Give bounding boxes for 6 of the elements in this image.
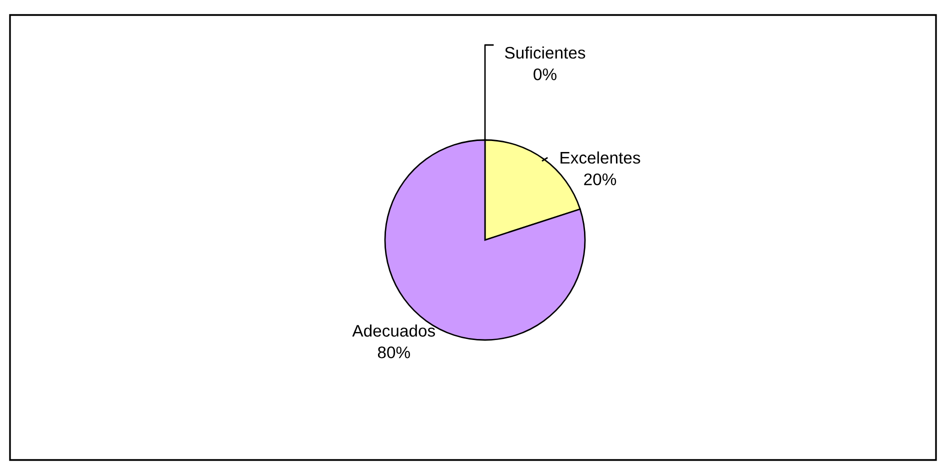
text: 0% — [534, 68, 556, 80]
slice-label: Excelentes — [560, 151, 640, 164]
slice-label: Adecuados — [352, 324, 435, 337]
category-label: Suficientes — [504, 46, 586, 59]
data-label: 80% — [378, 346, 410, 358]
data-label: 20% — [584, 173, 616, 186]
